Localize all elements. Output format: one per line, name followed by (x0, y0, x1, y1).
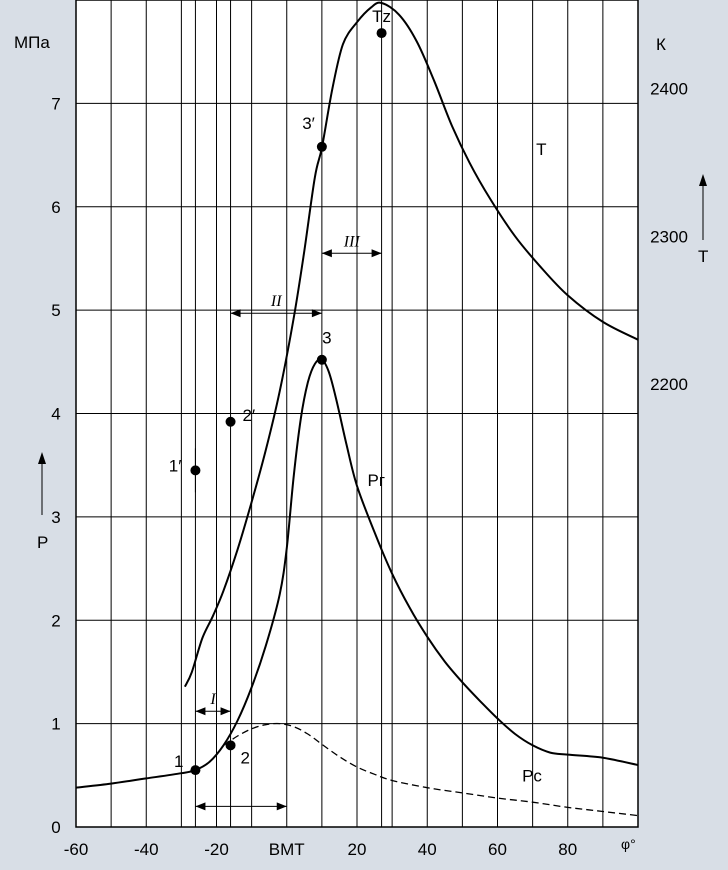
point-label: Tz (372, 7, 391, 26)
series (75, 1, 639, 817)
x-axis-label: φ° (621, 836, 636, 852)
series-name-label: Pг (368, 471, 386, 490)
point-label: 1 (174, 752, 183, 771)
interval-label: III (343, 233, 361, 250)
y-tick-label: 7 (51, 94, 60, 113)
point-label: 3′ (302, 114, 315, 133)
y-right-arrow (699, 174, 707, 240)
interval-label: I (209, 691, 216, 708)
point-marker (190, 765, 201, 776)
x-tick-label: -20 (204, 840, 229, 859)
y-tick-label: 2 (51, 611, 60, 630)
x-tick-label: ВМТ (269, 840, 305, 859)
tick-labels: -60 -40 -20 ВМТ 20 40 60 80 0 1 2 3 4 5 6 7 2200 2300 2400 (51, 80, 688, 859)
series-line-3 (183, 1, 639, 688)
x-tick-label: 60 (488, 840, 507, 859)
y-tick-label: 3 (51, 508, 60, 527)
y2-tick-label: 2400 (650, 80, 688, 99)
point-marker (225, 740, 236, 751)
series-line-2 (223, 722, 639, 817)
point-marker (316, 141, 327, 152)
y-right-unit: К (656, 35, 666, 54)
points: 1 2 3 1′ 2′ 3′ Tz (169, 7, 391, 776)
x-tick-label: 40 (418, 840, 437, 859)
plot-frame (75, 0, 639, 828)
arrow-head (311, 309, 322, 318)
point-marker (376, 28, 387, 39)
arrow-head (220, 707, 231, 716)
arrow-head (230, 309, 241, 318)
arrow-head (321, 249, 332, 258)
x-tick-label: 80 (558, 840, 577, 859)
y-left-arrow (38, 452, 46, 515)
arrow-head (195, 707, 206, 716)
interval-label: II (270, 293, 282, 310)
y2-tick-label: 2200 (650, 375, 688, 394)
y-tick-label: 4 (51, 405, 60, 424)
y-left-label: P (37, 533, 48, 552)
y2-tick-label: 2300 (650, 227, 688, 246)
series-name-label: Pс (522, 767, 542, 786)
y-tick-label: 1 (51, 715, 60, 734)
point-label: 2′ (243, 406, 256, 425)
y-tick-label: 6 (51, 198, 60, 217)
y-tick-label: 5 (51, 301, 60, 320)
arrow-head (371, 249, 382, 258)
point-label: 1′ (169, 456, 182, 475)
series-line-1 (75, 358, 639, 789)
point-label: 3 (322, 329, 331, 348)
point-marker (316, 354, 327, 365)
y-tick-label: 0 (51, 818, 60, 837)
arrow-head (195, 802, 206, 811)
series-name-label: T (536, 140, 546, 159)
arrow-head (276, 802, 287, 811)
y-right-label: T (698, 247, 708, 266)
point-marker (225, 416, 236, 427)
grid (75, 0, 639, 828)
point-label: 2 (241, 748, 250, 767)
y-left-unit: МПа (14, 33, 50, 52)
x-tick-label: -40 (134, 840, 159, 859)
x-tick-label: -60 (64, 840, 89, 859)
x-tick-label: 20 (348, 840, 367, 859)
